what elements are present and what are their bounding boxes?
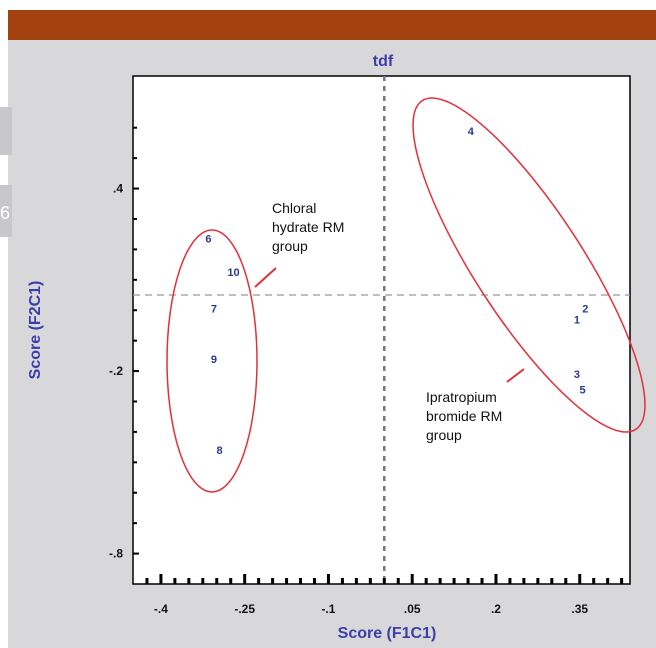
ipratropium-group-label: Ipratropium bromide RM group [426, 389, 502, 443]
point-5: 5 [579, 384, 585, 396]
chloral-hydrate-group-ellipse [166, 229, 258, 493]
point-1: 1 [574, 314, 580, 326]
side-tab-secondary [0, 185, 12, 237]
side-tab-glyph: 6 [0, 203, 11, 223]
point-4: 4 [468, 126, 475, 138]
point-8: 8 [216, 445, 222, 457]
y-tick-label: -.8 [109, 547, 123, 561]
x-tick-label: -.4 [154, 602, 168, 616]
point-2: 2 [582, 304, 588, 316]
point-6: 6 [205, 234, 211, 246]
x-axis-label: Score (F1C1) [338, 625, 437, 642]
header-bar [8, 10, 656, 40]
point-7: 7 [211, 304, 217, 316]
chloral-hydrate-group-label: Chloral hydrate RM group [272, 200, 344, 254]
y-tick-label: .4 [113, 182, 123, 196]
x-tick-label: .35 [571, 602, 588, 616]
y-axis-label: Score (F2C1) [27, 281, 44, 380]
chart-title: tdf [373, 53, 394, 70]
x-tick-label: .2 [491, 602, 501, 616]
plot-area [132, 75, 631, 585]
x-tick-label: .05 [404, 602, 421, 616]
x-tick-label: -.25 [234, 602, 255, 616]
point-3: 3 [574, 369, 580, 381]
point-10: 10 [227, 267, 239, 279]
chloral-hydrate-group-leader-line [254, 267, 277, 288]
x-tick-label: -.1 [321, 602, 335, 616]
side-tab [0, 107, 12, 155]
y-tick-label: -.2 [109, 364, 123, 378]
point-9: 9 [211, 354, 217, 366]
ipratropium-group-leader-line [506, 368, 525, 383]
